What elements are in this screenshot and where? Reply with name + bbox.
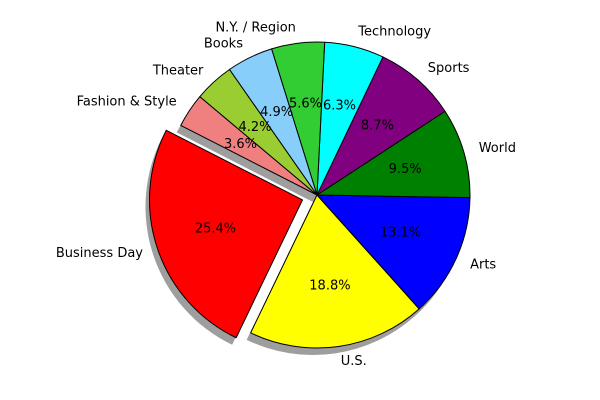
slice-u-s bbox=[250, 194, 420, 349]
slice-label-technology: Technology bbox=[357, 24, 431, 39]
slice-label-n-y-region: N.Y. / Region bbox=[215, 21, 295, 36]
slice-arts bbox=[316, 194, 471, 310]
slice-percent-world: 9.5% bbox=[389, 162, 422, 177]
slice-label-business-day: Business Day bbox=[56, 246, 143, 261]
slice-label-fashion-style: Fashion & Style bbox=[77, 95, 177, 110]
slice-label-sports: Sports bbox=[428, 61, 470, 76]
slice-percent-arts: 13.1% bbox=[380, 226, 421, 241]
pie-slices bbox=[149, 41, 471, 349]
slice-percent-sports: 8.7% bbox=[361, 118, 394, 133]
slice-world bbox=[316, 110, 471, 199]
slice-label-world: World bbox=[479, 141, 516, 156]
slice-label-theater: Theater bbox=[152, 63, 204, 78]
slice-theater bbox=[199, 69, 318, 196]
slice-label-arts: Arts bbox=[470, 257, 496, 272]
slice-percent-labels: 3.6% 25.4% 18.8% 13.1% 9.5% 8.7% 6.3%5.6%4.9%4… bbox=[195, 96, 422, 293]
slice-sports bbox=[316, 56, 446, 196]
slice-label-books: Books bbox=[204, 36, 243, 51]
slice-percent-u-s: 18.8% bbox=[309, 278, 350, 293]
slice-percent-business-day: 25.4% bbox=[195, 222, 236, 237]
slice-label-u-s: U.S. bbox=[341, 354, 367, 369]
slice-labels: Fashion & Style Business Day U.S. Arts World… bbox=[56, 21, 516, 370]
slice-business-day bbox=[149, 129, 304, 339]
slice-percent-books: 4.9% bbox=[260, 105, 293, 120]
slice-percent-n-y-region: 5.6% bbox=[289, 96, 322, 111]
slice-percent-fashion-style: 3.6% bbox=[224, 137, 257, 152]
slice-percent-technology: 6.3% bbox=[323, 99, 356, 114]
slice-percent-theater: 4.2% bbox=[239, 120, 272, 135]
